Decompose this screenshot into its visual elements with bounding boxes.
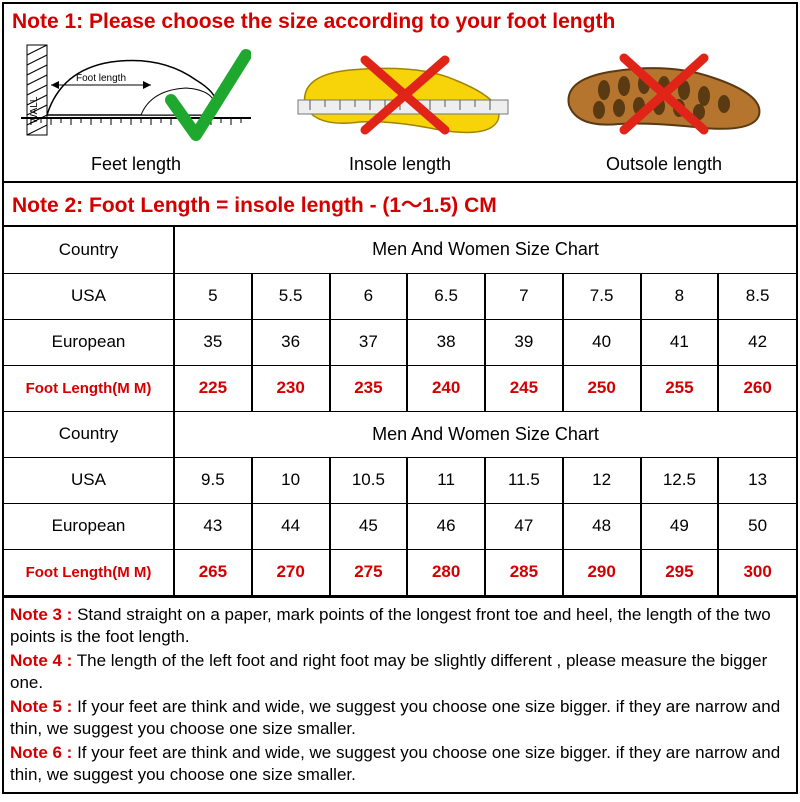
diagram-insole-length: Insole length — [268, 38, 532, 181]
cell: 285 — [485, 549, 563, 595]
cell: 39 — [485, 319, 563, 365]
table-row: European 35 36 37 38 39 40 41 42 — [4, 319, 796, 365]
cell: 13 — [718, 457, 796, 503]
cell: 245 — [485, 365, 563, 411]
cell: 8 — [641, 273, 719, 319]
table-row-foot-length: Foot Length(M M) 225 230 235 240 245 250… — [4, 365, 796, 411]
row-label: Foot Length(M M) — [4, 549, 174, 595]
diagram-label: Feet length — [91, 154, 181, 175]
cell: 48 — [563, 503, 641, 549]
cell: 260 — [718, 365, 796, 411]
cell: 46 — [407, 503, 485, 549]
svg-text:Foot length: Foot length — [76, 73, 126, 84]
table-row: USA 9.5 10 10.5 11 11.5 12 12.5 13 — [4, 457, 796, 503]
cell: 49 — [641, 503, 719, 549]
cell: 35 — [174, 319, 252, 365]
note-3: Note 3 : Stand straight on a paper, mark… — [10, 604, 790, 648]
note-1-title: Note 1: Please choose the size according… — [4, 4, 796, 38]
cell: 250 — [563, 365, 641, 411]
cell: 44 — [252, 503, 330, 549]
cell: 255 — [641, 365, 719, 411]
chart-header: Men And Women Size Chart — [174, 411, 796, 457]
cell: 12 — [563, 457, 641, 503]
row-label: USA — [4, 457, 174, 503]
cell: 8.5 — [718, 273, 796, 319]
cell: 10.5 — [330, 457, 408, 503]
country-header: Country — [4, 411, 174, 457]
table-row: USA 5 5.5 6 6.5 7 7.5 8 8.5 — [4, 273, 796, 319]
notes-block: Note 3 : Stand straight on a paper, mark… — [4, 596, 796, 793]
cell: 11.5 — [485, 457, 563, 503]
note-4: Note 4 : The length of the left foot and… — [10, 650, 790, 694]
cell: 47 — [485, 503, 563, 549]
note-text: Stand straight on a paper, mark points o… — [10, 605, 771, 646]
cell: 37 — [330, 319, 408, 365]
cell: 40 — [563, 319, 641, 365]
table-header-row: Country Men And Women Size Chart — [4, 227, 796, 273]
cell: 6.5 — [407, 273, 485, 319]
cell: 9.5 — [174, 457, 252, 503]
diagram-row: WALL — [4, 38, 796, 183]
cell: 225 — [174, 365, 252, 411]
feet-length-icon: WALL — [21, 40, 251, 150]
note-label: Note 6 : — [10, 743, 72, 762]
cell: 265 — [174, 549, 252, 595]
note-text: If your feet are think and wide, we sugg… — [10, 697, 780, 738]
note-2-title: Note 2: Foot Length = insole length - (1… — [4, 183, 796, 227]
row-label: European — [4, 319, 174, 365]
table-row: European 43 44 45 46 47 48 49 50 — [4, 503, 796, 549]
cell: 43 — [174, 503, 252, 549]
cell: 300 — [718, 549, 796, 595]
cell: 240 — [407, 365, 485, 411]
insole-icon — [280, 50, 520, 150]
cell: 5 — [174, 273, 252, 319]
note-label: Note 5 : — [10, 697, 72, 716]
table-header-row: Country Men And Women Size Chart — [4, 411, 796, 457]
table-row-foot-length: Foot Length(M M) 265 270 275 280 285 290… — [4, 549, 796, 595]
note-5: Note 5 : If your feet are think and wide… — [10, 696, 790, 740]
cell: 12.5 — [641, 457, 719, 503]
cell: 7.5 — [563, 273, 641, 319]
row-label: European — [4, 503, 174, 549]
cell: 36 — [252, 319, 330, 365]
cell: 45 — [330, 503, 408, 549]
country-header: Country — [4, 227, 174, 273]
cell: 280 — [407, 549, 485, 595]
size-guide-card: Note 1: Please choose the size according… — [2, 2, 798, 794]
diagram-label: Outsole length — [606, 154, 722, 175]
note-label: Note 4 : — [10, 651, 72, 670]
cell: 275 — [330, 549, 408, 595]
cell: 6 — [330, 273, 408, 319]
diagram-outsole-length: Outsole length — [532, 38, 796, 181]
cell: 230 — [252, 365, 330, 411]
row-label: USA — [4, 273, 174, 319]
cell: 235 — [330, 365, 408, 411]
cell: 38 — [407, 319, 485, 365]
cell: 10 — [252, 457, 330, 503]
diagram-feet-length: WALL — [4, 38, 268, 181]
cell: 290 — [563, 549, 641, 595]
cell: 42 — [718, 319, 796, 365]
note-6: Note 6 : If your feet are think and wide… — [10, 742, 790, 786]
note-label: Note 3 : — [10, 605, 72, 624]
outsole-icon — [549, 50, 779, 150]
size-chart-table: Country Men And Women Size Chart USA 5 5… — [4, 227, 796, 596]
cell: 270 — [252, 549, 330, 595]
cell: 7 — [485, 273, 563, 319]
row-label: Foot Length(M M) — [4, 365, 174, 411]
chart-header: Men And Women Size Chart — [174, 227, 796, 273]
note-text: If your feet are think and wide, we sugg… — [10, 743, 780, 784]
note-text: The length of the left foot and right fo… — [10, 651, 767, 692]
cell: 50 — [718, 503, 796, 549]
cell: 295 — [641, 549, 719, 595]
cell: 11 — [407, 457, 485, 503]
cell: 5.5 — [252, 273, 330, 319]
cell: 41 — [641, 319, 719, 365]
diagram-label: Insole length — [349, 154, 451, 175]
